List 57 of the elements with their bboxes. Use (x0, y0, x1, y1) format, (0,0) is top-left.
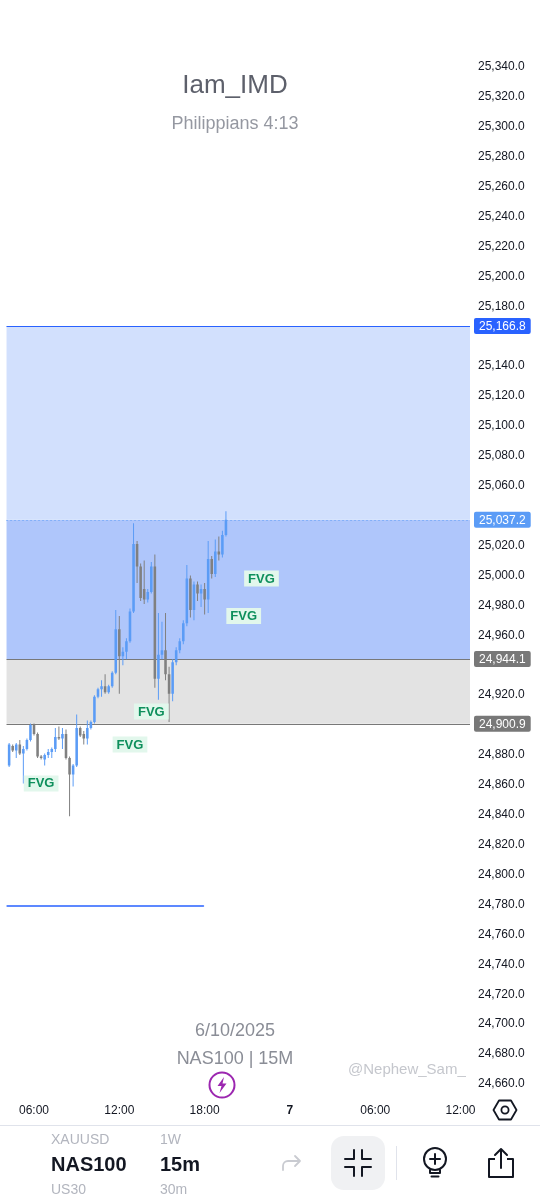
y-tick-label: 24,700.0 (478, 1016, 526, 1031)
annotation: FVG (116, 736, 144, 752)
y-tick-label: 24,880.0 (478, 747, 526, 762)
text: Philippians 4:13 (170, 112, 300, 135)
y-tick-label: 25,000.0 (478, 567, 526, 582)
y-tick-label: 24,840.0 (478, 807, 526, 822)
y-tick-label: 25,080.0 (478, 448, 526, 463)
y-tick-label: 25,140.0 (478, 358, 526, 373)
y-tick-label: 24,860.0 (478, 777, 526, 792)
annotation: FVG (248, 570, 275, 586)
x-tick-label: 06:00 (360, 1102, 391, 1117)
text: US30 (51, 1180, 87, 1198)
annotation: 6/10/2025 (193, 1019, 277, 1042)
y-tick-label: 24,720.0 (478, 986, 526, 1001)
chart-title: Iam_IMD (181, 68, 289, 100)
y-tick-label: 24,680.0 (478, 1046, 526, 1061)
ref-line-label: 24,944.1 (479, 651, 527, 666)
y-tick-label: 25,300.0 (478, 119, 526, 134)
y-tick-label: 25,100.0 (478, 418, 526, 433)
y-tick-label: 25,180.0 (478, 298, 526, 313)
text: 1W (160, 1130, 181, 1148)
annotation: FVG (137, 703, 165, 719)
y-tick-label: 25,280.0 (478, 149, 526, 164)
x-tick-label: 12:00 (104, 1102, 135, 1117)
ref-line-label: 25,037.2 (479, 512, 527, 527)
y-tick-label: 25,220.0 (478, 238, 526, 253)
y-tick-label: 24,920.0 (478, 687, 526, 702)
annotation: FVG (230, 607, 258, 623)
annotation: FVG (27, 775, 55, 791)
y-tick-label: 24,660.0 (478, 1076, 526, 1091)
text: 30m (160, 1180, 188, 1198)
y-tick-label: 24,760.0 (478, 926, 526, 941)
y-tick-label: 25,200.0 (478, 268, 526, 283)
y-tick-label: 24,980.0 (478, 597, 526, 612)
y-tick-label: 25,020.0 (478, 537, 526, 552)
x-tick-label: 06:00 (19, 1102, 50, 1117)
y-tick-label: 25,320.0 (478, 89, 526, 104)
y-tick-label: 24,740.0 (478, 956, 526, 971)
y-tick-label: 24,820.0 (478, 837, 526, 852)
y-tick-label: 25,240.0 (478, 208, 526, 223)
x-tick-label: 12:00 (445, 1102, 476, 1117)
text: 15m (160, 1152, 201, 1176)
ref-line-label: 25,166.8 (479, 318, 527, 333)
y-tick-label: 25,260.0 (478, 178, 526, 193)
y-tick-label: 25,120.0 (478, 388, 526, 403)
ref-line-label: 24,900.9 (479, 716, 527, 731)
x-tick-label: 18:00 (189, 1102, 220, 1117)
y-tick-label: 24,960.0 (478, 627, 526, 642)
y-tick-label: 25,340.0 (478, 59, 526, 74)
y-tick-label: 25,060.0 (478, 478, 526, 493)
x-tick-label: 7 (286, 1102, 294, 1117)
y-tick-label: 24,800.0 (478, 866, 526, 881)
annotation: NAS100 | 15M (176, 1048, 294, 1068)
text: XAUUSD (51, 1130, 110, 1148)
text: NAS100 (51, 1152, 127, 1176)
annotation: @Nephew_Sam_ (348, 1060, 466, 1078)
y-tick-label: 24,780.0 (478, 896, 526, 911)
